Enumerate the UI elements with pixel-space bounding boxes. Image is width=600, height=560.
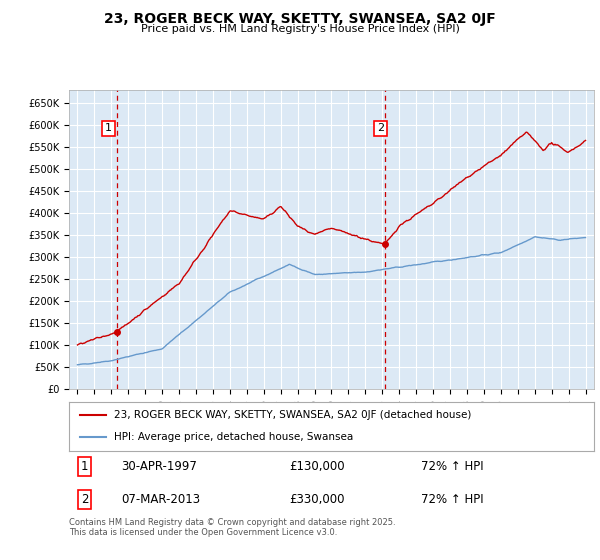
Text: 2: 2: [81, 493, 89, 506]
Text: 30-APR-1997: 30-APR-1997: [121, 460, 197, 473]
Text: 2: 2: [377, 123, 384, 133]
Text: 72% ↑ HPI: 72% ↑ HPI: [421, 460, 484, 473]
Text: 23, ROGER BECK WAY, SKETTY, SWANSEA, SA2 0JF (detached house): 23, ROGER BECK WAY, SKETTY, SWANSEA, SA2…: [113, 410, 471, 420]
Text: 1: 1: [105, 123, 112, 133]
Text: HPI: Average price, detached house, Swansea: HPI: Average price, detached house, Swan…: [113, 432, 353, 442]
Text: £330,000: £330,000: [290, 493, 345, 506]
Text: 1: 1: [81, 460, 89, 473]
Text: Price paid vs. HM Land Registry's House Price Index (HPI): Price paid vs. HM Land Registry's House …: [140, 24, 460, 34]
Text: Contains HM Land Registry data © Crown copyright and database right 2025.
This d: Contains HM Land Registry data © Crown c…: [69, 518, 395, 538]
Text: £130,000: £130,000: [290, 460, 345, 473]
Text: 72% ↑ HPI: 72% ↑ HPI: [421, 493, 484, 506]
Text: 23, ROGER BECK WAY, SKETTY, SWANSEA, SA2 0JF: 23, ROGER BECK WAY, SKETTY, SWANSEA, SA2…: [104, 12, 496, 26]
Text: 07-MAR-2013: 07-MAR-2013: [121, 493, 200, 506]
